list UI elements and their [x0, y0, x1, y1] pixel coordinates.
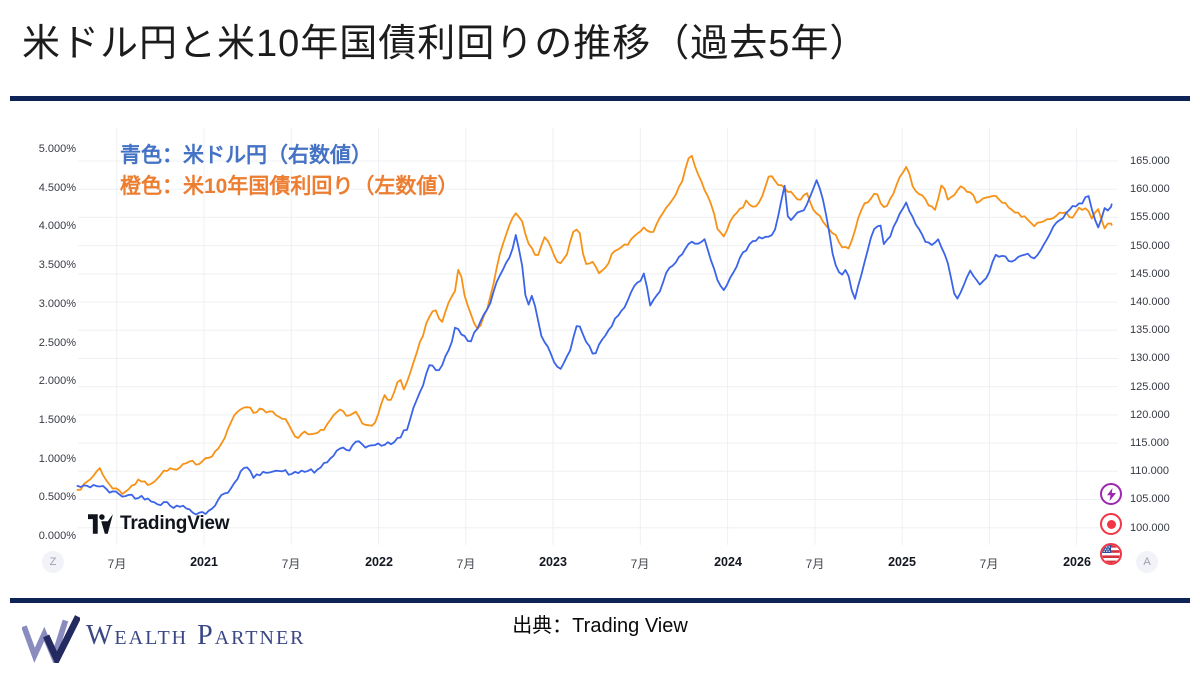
x-axis-label: 7月: [281, 557, 301, 571]
timezone-bubble[interactable]: Z: [42, 551, 64, 573]
right-axis-label: 120.000: [1130, 409, 1170, 421]
lightning-icon[interactable]: [1100, 483, 1122, 505]
right-axis-label: 155.000: [1130, 211, 1170, 223]
footer-divider: [10, 598, 1190, 603]
legend-usdjpy: 青色：米ドル円（右数値）: [120, 144, 372, 167]
right-axis-label: 150.000: [1130, 240, 1170, 252]
x-axis-label: 2026: [1063, 555, 1091, 569]
left-axis-label: 1.500%: [38, 414, 76, 426]
right-axis-label: 105.000: [1130, 493, 1170, 505]
x-axis-label: 7月: [805, 557, 825, 571]
tradingview-label: TradingView: [120, 513, 230, 534]
left-axis-label: 3.000%: [38, 298, 76, 310]
record-dot-icon[interactable]: [1100, 513, 1122, 535]
right-axis-label: 135.000: [1130, 324, 1170, 336]
left-axis-label: 3.500%: [38, 259, 76, 271]
x-axis-label: 7月: [456, 557, 476, 571]
right-axis-label: 130.000: [1130, 352, 1170, 364]
source-caption: 出典：Trading View: [512, 615, 688, 637]
left-axis-label: 0.000%: [38, 530, 76, 542]
right-axis-label: 110.000: [1130, 465, 1169, 477]
x-axis-label: 2022: [365, 555, 393, 569]
chart-legend: 青色：米ドル円（右数値） 橙色：米10年国債利回り（左数値）: [120, 140, 458, 202]
x-axis-label: 7月: [630, 557, 650, 571]
x-axis-label: 2021: [190, 555, 218, 569]
right-axis-label: 160.000: [1130, 183, 1170, 195]
right-axis-label: 125.000: [1130, 381, 1170, 393]
wealth-partner-mark-icon: [21, 607, 82, 668]
x-axis-label: 7月: [979, 557, 999, 571]
left-axis-label: 1.000%: [38, 453, 76, 465]
x-axis-label: 2023: [539, 555, 567, 569]
left-axis-label: 2.500%: [38, 337, 76, 349]
right-axis-label: 100.000: [1130, 522, 1170, 534]
left-axis-label: 4.500%: [38, 182, 76, 194]
tradingview-logo[interactable]: TradingView: [88, 513, 230, 535]
x-axis-label: 7月: [107, 557, 127, 571]
wealth-partner-wordmark: Wealth Partner: [86, 620, 306, 651]
x-axis-label: 2025: [888, 555, 916, 569]
right-axis-label: 165.000: [1130, 155, 1170, 167]
x-axis-label: 2024: [714, 555, 742, 569]
legend-us10y: 橙色：米10年国債利回り（左数値）: [120, 175, 459, 198]
left-axis-label: 0.500%: [38, 491, 76, 503]
right-axis-label: 115.000: [1130, 437, 1169, 449]
page-title: 米ドル円と米10年国債利回りの推移（過去5年）: [22, 23, 869, 65]
record-dot: [1106, 519, 1116, 529]
left-axis-label: 2.000%: [38, 375, 76, 387]
left-axis-label: 4.000%: [38, 220, 76, 232]
us-flag-icon[interactable]: [1100, 543, 1122, 565]
title-divider: [10, 96, 1190, 101]
usdjpy-line: [76, 179, 1113, 516]
auto-scale-bubble[interactable]: A: [1136, 551, 1158, 573]
us10y-line: [76, 154, 1113, 495]
right-axis-label: 140.000: [1130, 296, 1170, 308]
left-axis-label: 5.000%: [38, 143, 76, 155]
tradingview-mark-icon: [88, 513, 113, 535]
right-axis-label: 145.000: [1130, 268, 1170, 280]
